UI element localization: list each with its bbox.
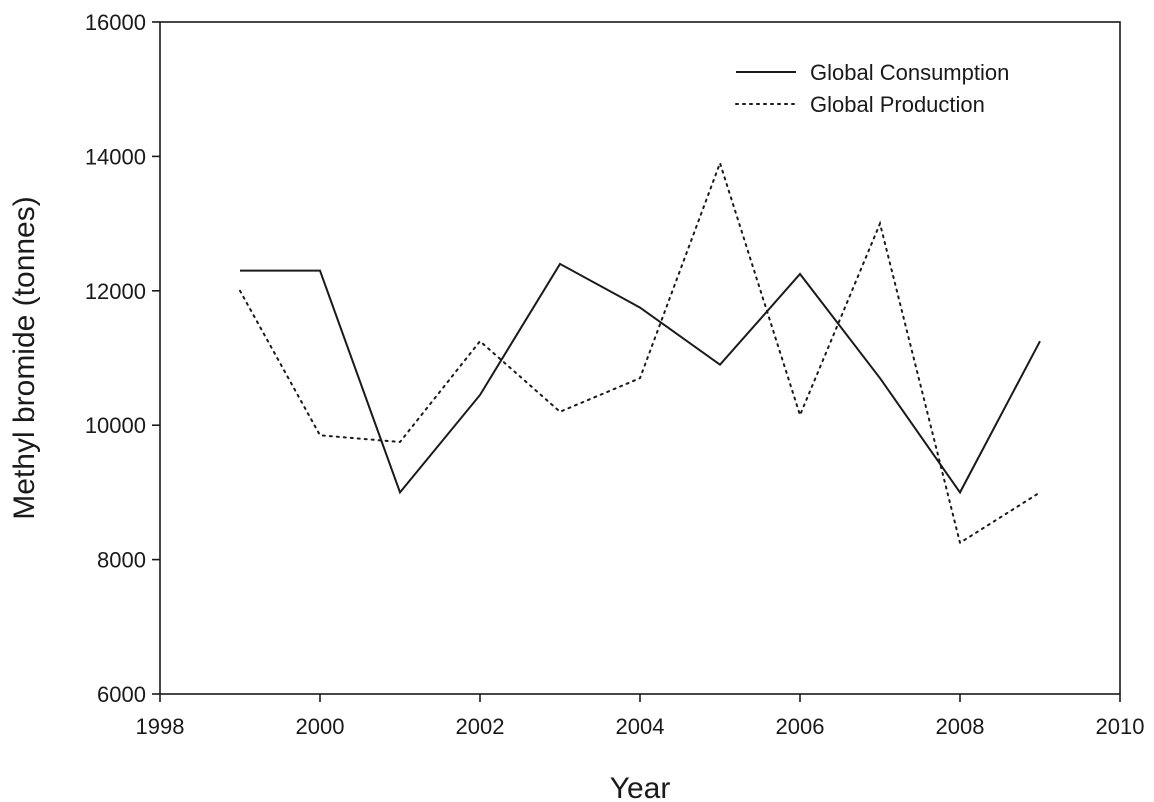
x-tick-label: 2010 xyxy=(1096,714,1145,739)
y-axis: 6000 8000 10000 12000 14000 16000 xyxy=(85,10,160,707)
series-layer xyxy=(239,160,1041,545)
x-tick-label: 1998 xyxy=(136,714,185,739)
x-tick-label: 2006 xyxy=(776,714,825,739)
x-tick-label: 2008 xyxy=(936,714,985,739)
y-axis-title: Methyl bromide (tonnes) xyxy=(8,196,41,519)
x-tick-label: 2002 xyxy=(456,714,505,739)
y-tick-label: 10000 xyxy=(85,413,146,438)
series-line-global-production xyxy=(239,160,1041,545)
y-tick-label: 16000 xyxy=(85,10,146,35)
y-tick-label: 8000 xyxy=(97,548,146,573)
x-axis-title: Year xyxy=(610,772,671,802)
x-tick-label: 2004 xyxy=(616,714,665,739)
y-tick-label: 12000 xyxy=(85,279,146,304)
legend: Global Consumption Global Production xyxy=(735,60,1009,117)
legend-label: Global Consumption xyxy=(810,60,1009,85)
x-axis: 1998 2000 2002 2004 2006 2008 2010 xyxy=(136,694,1145,739)
legend-label: Global Production xyxy=(810,92,985,117)
x-tick-label: 2000 xyxy=(296,714,345,739)
plot-frame xyxy=(159,21,1121,695)
y-tick-label: 6000 xyxy=(97,682,146,707)
y-tick-label: 14000 xyxy=(85,144,146,169)
